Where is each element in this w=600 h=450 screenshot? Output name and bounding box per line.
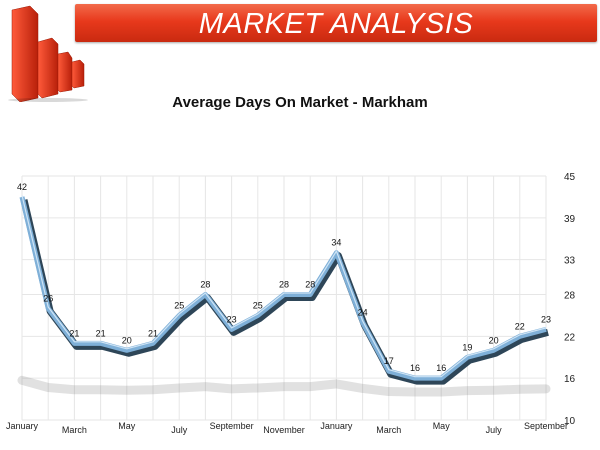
y-tick-label: 45 — [564, 172, 576, 183]
series-line-highlight — [21, 195, 547, 378]
data-label: 28 — [305, 280, 315, 290]
line-reflection — [17, 375, 551, 397]
x-tick-label: May — [433, 421, 451, 431]
data-label: 21 — [69, 328, 79, 338]
data-label: 42 — [17, 182, 27, 192]
x-tick-label: November — [263, 425, 305, 435]
data-label: 21 — [148, 328, 158, 338]
x-tick-label: May — [118, 421, 136, 431]
y-tick-label: 33 — [564, 256, 576, 267]
y-tick-label: 39 — [564, 214, 576, 225]
x-tick-label: September — [524, 421, 568, 431]
x-tick-label: January — [6, 421, 39, 431]
x-tick-label: July — [171, 425, 188, 435]
y-tick-label: 10 — [564, 416, 576, 427]
data-label: 17 — [384, 356, 394, 366]
x-tick-label: January — [320, 421, 353, 431]
data-label: 26 — [43, 293, 53, 303]
data-label: 23 — [227, 314, 237, 324]
series-line — [19, 196, 547, 381]
data-label: 24 — [358, 307, 368, 317]
data-label: 28 — [200, 280, 210, 290]
header-title: MARKET ANALYSIS — [198, 8, 474, 40]
y-tick-label: 22 — [564, 332, 576, 343]
x-tick-label: March — [376, 425, 401, 435]
data-label: 25 — [174, 300, 184, 310]
data-label: 20 — [122, 335, 132, 345]
data-label: 25 — [253, 300, 263, 310]
data-label: 28 — [279, 280, 289, 290]
data-label: 16 — [436, 363, 446, 373]
red-bar-chart-icon — [8, 5, 88, 102]
x-tick-label: March — [62, 425, 87, 435]
data-label: 16 — [410, 363, 420, 373]
y-tick-label: 28 — [564, 291, 576, 302]
data-label: 23 — [541, 314, 551, 324]
data-label: 19 — [462, 342, 472, 352]
x-tick-label: September — [210, 421, 254, 431]
data-label: 21 — [96, 328, 106, 338]
y-tick-label: 16 — [564, 374, 576, 385]
x-tick-label: July — [486, 425, 503, 435]
chart-title: Average Days On Market - Markham — [172, 94, 428, 111]
header-banner: MARKET ANALYSIS — [75, 4, 597, 42]
series-line-shadow — [20, 199, 549, 385]
data-label: 20 — [489, 335, 499, 345]
data-label: 34 — [331, 238, 341, 248]
data-label: 22 — [515, 321, 525, 331]
